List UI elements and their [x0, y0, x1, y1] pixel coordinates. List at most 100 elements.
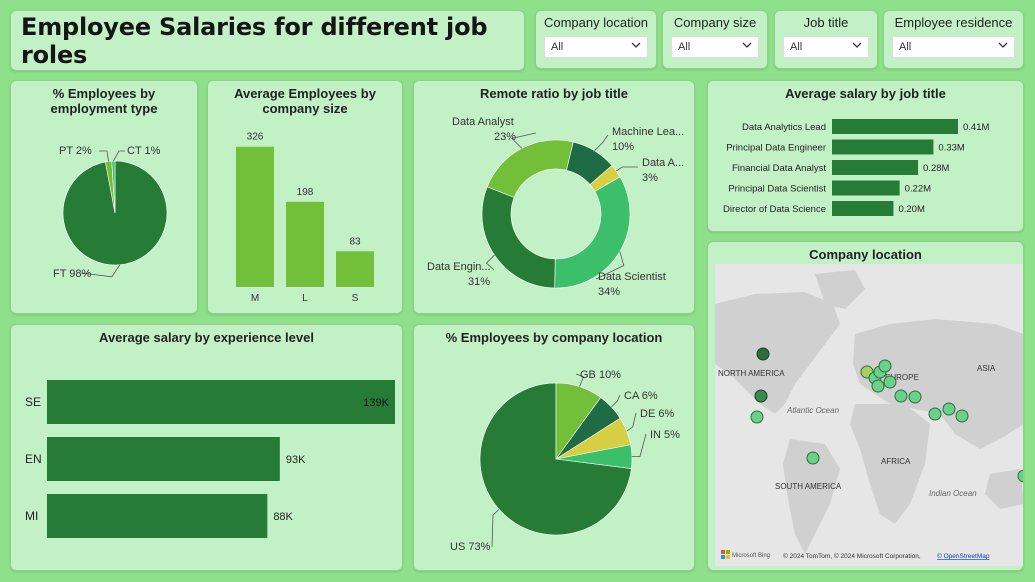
openstreetmap-link[interactable]: © OpenStreetMap	[937, 552, 990, 560]
leader-line	[511, 132, 537, 149]
map-pin[interactable]	[908, 390, 922, 404]
leader-line	[575, 373, 585, 387]
company-location-pie[interactable]: US 73% GB 10%CA 6% DE 6% IN 5%	[414, 349, 695, 571]
employment-type-card: % Employees by employment type FT 98% PT …	[10, 80, 198, 314]
tick-label: M	[251, 293, 259, 304]
map-pin[interactable]	[955, 409, 969, 423]
dropdown-value: All	[678, 41, 691, 53]
slicer-job-title: Job title All	[774, 10, 878, 69]
map-pin[interactable]	[883, 375, 897, 389]
map-attribution: © 2024 TomTom, © 2024 Microsoft Corporat…	[783, 552, 921, 560]
bar[interactable]	[832, 139, 934, 155]
donut-label: 23%	[494, 131, 516, 143]
company-size-dropdown[interactable]: All	[671, 36, 759, 58]
bar[interactable]	[832, 119, 958, 134]
dropdown-value: All	[551, 41, 564, 53]
map-label: Indian Ocean	[929, 489, 977, 498]
leader-line	[113, 150, 125, 162]
data-label: 0.41M	[963, 122, 989, 133]
chevron-down-icon	[631, 42, 641, 48]
leader-line	[491, 508, 500, 548]
chevron-down-icon	[998, 42, 1008, 48]
chart-title: Company location	[809, 247, 922, 262]
slicer-label: Job title	[803, 15, 849, 30]
pie-slice[interactable]	[486, 139, 574, 198]
leader-line	[631, 433, 647, 458]
dropdown-value: All	[790, 41, 803, 53]
donut-label: Data A...	[642, 157, 684, 169]
leader-line	[595, 251, 625, 280]
map-pin[interactable]	[750, 410, 764, 424]
map-pin[interactable]	[1017, 469, 1024, 483]
salary-by-experience-bar-chart[interactable]: SE 139K EN 93K MI 88K	[11, 349, 403, 571]
donut-label: 10%	[612, 141, 634, 153]
land-greenland	[815, 270, 865, 309]
donut-label: 31%	[468, 276, 490, 288]
company-location-map-card: Company location NORTH AMERICA EUROPE AS…	[707, 241, 1024, 571]
job-title-dropdown[interactable]: All	[783, 36, 869, 58]
leader-line	[99, 150, 109, 162]
slicer-label: Company size	[673, 15, 757, 30]
slicer-employee-residence: Employee residence All	[883, 10, 1024, 69]
remote-ratio-donut[interactable]: Data Analyst 23% Machine Lea... 10% Data A..…	[414, 103, 695, 314]
world-map[interactable]: NORTH AMERICA EUROPE ASIA Atlantic Ocean…	[715, 264, 1024, 566]
tick-label: S	[352, 293, 359, 304]
company-location-dropdown[interactable]: All	[544, 36, 648, 58]
map-pin[interactable]	[928, 407, 942, 421]
donut-label: 3%	[642, 172, 658, 184]
bar[interactable]	[47, 494, 268, 538]
map-pin[interactable]	[942, 402, 956, 416]
bar[interactable]	[286, 201, 324, 287]
tick-label: SE	[25, 395, 41, 409]
pie-label: GB 10%	[580, 369, 621, 381]
map-label: AFRICA	[881, 457, 911, 466]
bar[interactable]	[47, 380, 395, 424]
bar[interactable]	[832, 160, 919, 175]
data-label: 198	[297, 187, 314, 198]
map-pin[interactable]	[806, 451, 820, 465]
leader-line	[594, 134, 609, 152]
leader-line	[616, 166, 639, 172]
bar[interactable]	[336, 251, 374, 287]
company-size-bar-chart[interactable]: 326 M 198 L 83 S	[208, 115, 403, 314]
tick-label: Financial Data Analyst	[732, 163, 826, 174]
slicer-label: Employee residence	[894, 15, 1013, 30]
map-label: EUROPE	[885, 373, 919, 382]
chart-title: Average Employees by company size	[234, 86, 376, 116]
pie-label: PT 2%	[59, 145, 92, 157]
pie-slice[interactable]	[111, 160, 116, 214]
chart-title: Remote ratio by job title	[479, 86, 629, 101]
map-label: NORTH AMERICA	[718, 369, 785, 378]
donut-label: Data Analyst	[452, 116, 514, 128]
data-label: 93K	[286, 454, 306, 466]
land-eurasia	[853, 319, 1023, 449]
bar[interactable]	[832, 180, 900, 196]
map-pin[interactable]	[756, 347, 770, 361]
map-pin[interactable]	[894, 389, 908, 403]
tick-label: Data Analytics Lead	[742, 122, 826, 133]
data-label: 139K	[363, 397, 389, 409]
land-australia	[985, 469, 1023, 509]
chart-title: Average salary by job title	[785, 86, 946, 101]
chart-title: Average salary by experience level	[99, 330, 314, 345]
chevron-down-icon	[852, 42, 862, 48]
chart-title: % Employees by employment type	[50, 86, 158, 116]
page-title: Employee Salaries for different job role…	[21, 12, 488, 69]
pie-slice[interactable]	[481, 186, 556, 289]
map-label: ASIA	[977, 364, 996, 373]
data-label: 326	[247, 132, 264, 143]
bar[interactable]	[47, 437, 280, 481]
map-pin[interactable]	[871, 379, 885, 393]
data-label: 0.20M	[898, 204, 924, 215]
tick-label: L	[302, 293, 308, 304]
company-location-pie-card: % Employees by company location US 73% GB…	[413, 324, 695, 571]
map-pin[interactable]	[878, 359, 892, 373]
employment-type-pie[interactable]: FT 98% PT 2% CT 1%	[11, 115, 198, 314]
bar[interactable]	[832, 201, 894, 216]
tick-label: Principal Data Engineer	[726, 143, 826, 154]
remote-ratio-card: Remote ratio by job title Data Analyst 23…	[413, 80, 695, 314]
employee-residence-dropdown[interactable]: All	[892, 36, 1015, 58]
salary-by-title-bar-chart[interactable]: Data Analytics Lead 0.41M Principal Data E…	[708, 105, 1024, 232]
map-pin[interactable]	[754, 389, 768, 403]
bar[interactable]	[236, 146, 274, 287]
